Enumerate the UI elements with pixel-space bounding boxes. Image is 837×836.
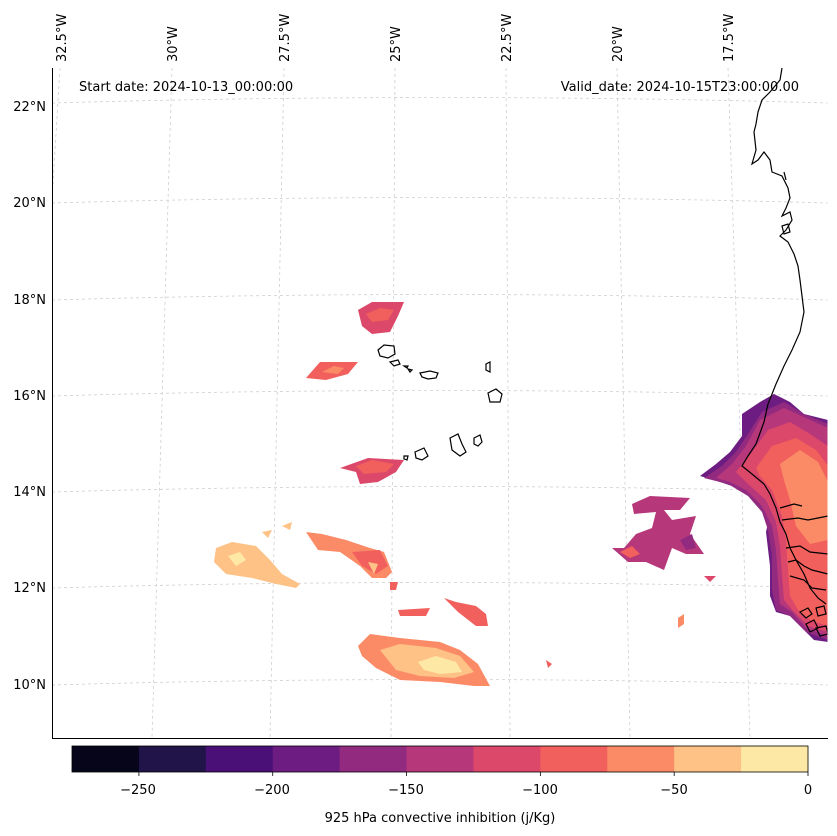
colorbar-frame bbox=[71, 745, 809, 773]
colorbar-segment bbox=[205, 746, 274, 772]
colorbar-segment bbox=[339, 746, 408, 772]
colorbar-ticks: −250 −200 −150 −100 −50 0 bbox=[120, 783, 812, 798]
graticule bbox=[51, 67, 829, 739]
colorbar-tick-label: −200 bbox=[254, 783, 290, 798]
lat-label: 22°N bbox=[13, 100, 46, 115]
lat-label: 18°N bbox=[13, 293, 46, 308]
lon-label: 17.5°W bbox=[722, 14, 737, 62]
cin-patch-sw bbox=[214, 542, 300, 588]
start-date-text: Start date: 2024-10-13_00:00:00 bbox=[79, 80, 293, 95]
cin-patch-central-core bbox=[356, 460, 394, 474]
lat-label: 16°N bbox=[13, 389, 46, 404]
colorbar-tick-label: −250 bbox=[120, 783, 156, 798]
colorbar bbox=[71, 745, 809, 776]
lon-label: 30°W bbox=[166, 26, 181, 62]
african-coastline bbox=[741, 67, 829, 637]
colorbar-segment bbox=[741, 746, 809, 772]
valid-date-text: Valid_date: 2024-10-15T23:00:00.00 bbox=[561, 80, 799, 95]
colorbar-segment bbox=[540, 746, 608, 772]
lat-label: 20°N bbox=[13, 196, 46, 211]
colorbar-tick-label: −50 bbox=[660, 783, 687, 798]
colorbar-segment bbox=[406, 746, 474, 772]
cape-verde-islands bbox=[377, 344, 503, 461]
colorbar-tick-label: 0 bbox=[804, 783, 812, 798]
cin-patch-north-core bbox=[366, 308, 394, 322]
colorbar-segment bbox=[473, 746, 541, 772]
longitude-labels: 32.5°W 30°W 27.5°W 25°W 22.5°W 20°W 17.5… bbox=[55, 14, 737, 62]
cin-patch-west-core bbox=[322, 366, 344, 374]
colorbar-tick-label: −150 bbox=[388, 783, 424, 798]
colorbar-segment bbox=[607, 746, 675, 772]
colorbar-segment bbox=[674, 746, 742, 772]
lon-label: 27.5°W bbox=[278, 14, 293, 62]
colorbar-tick-label: −100 bbox=[522, 783, 558, 798]
map-frame bbox=[52, 68, 829, 739]
lon-label: 20°W bbox=[611, 26, 626, 62]
latitude-labels: 22°N 20°N 18°N 16°N 14°N 12°N 10°N bbox=[13, 100, 46, 693]
lon-label: 25°W bbox=[389, 26, 404, 62]
colorbar-segment bbox=[138, 746, 207, 772]
lon-label: 32.5°W bbox=[55, 14, 70, 62]
lat-label: 14°N bbox=[13, 485, 46, 500]
cin-contours bbox=[214, 302, 828, 686]
colorbar-segment bbox=[272, 746, 341, 772]
lon-label: 22.5°W bbox=[500, 14, 515, 62]
lat-label: 12°N bbox=[13, 581, 46, 596]
colorbar-label: 925 hPa convective inhibition (j/Kg) bbox=[325, 811, 556, 826]
cin-patch-sw-core bbox=[228, 552, 246, 566]
colorbar-segment bbox=[72, 746, 140, 772]
lat-label: 10°N bbox=[13, 678, 46, 693]
